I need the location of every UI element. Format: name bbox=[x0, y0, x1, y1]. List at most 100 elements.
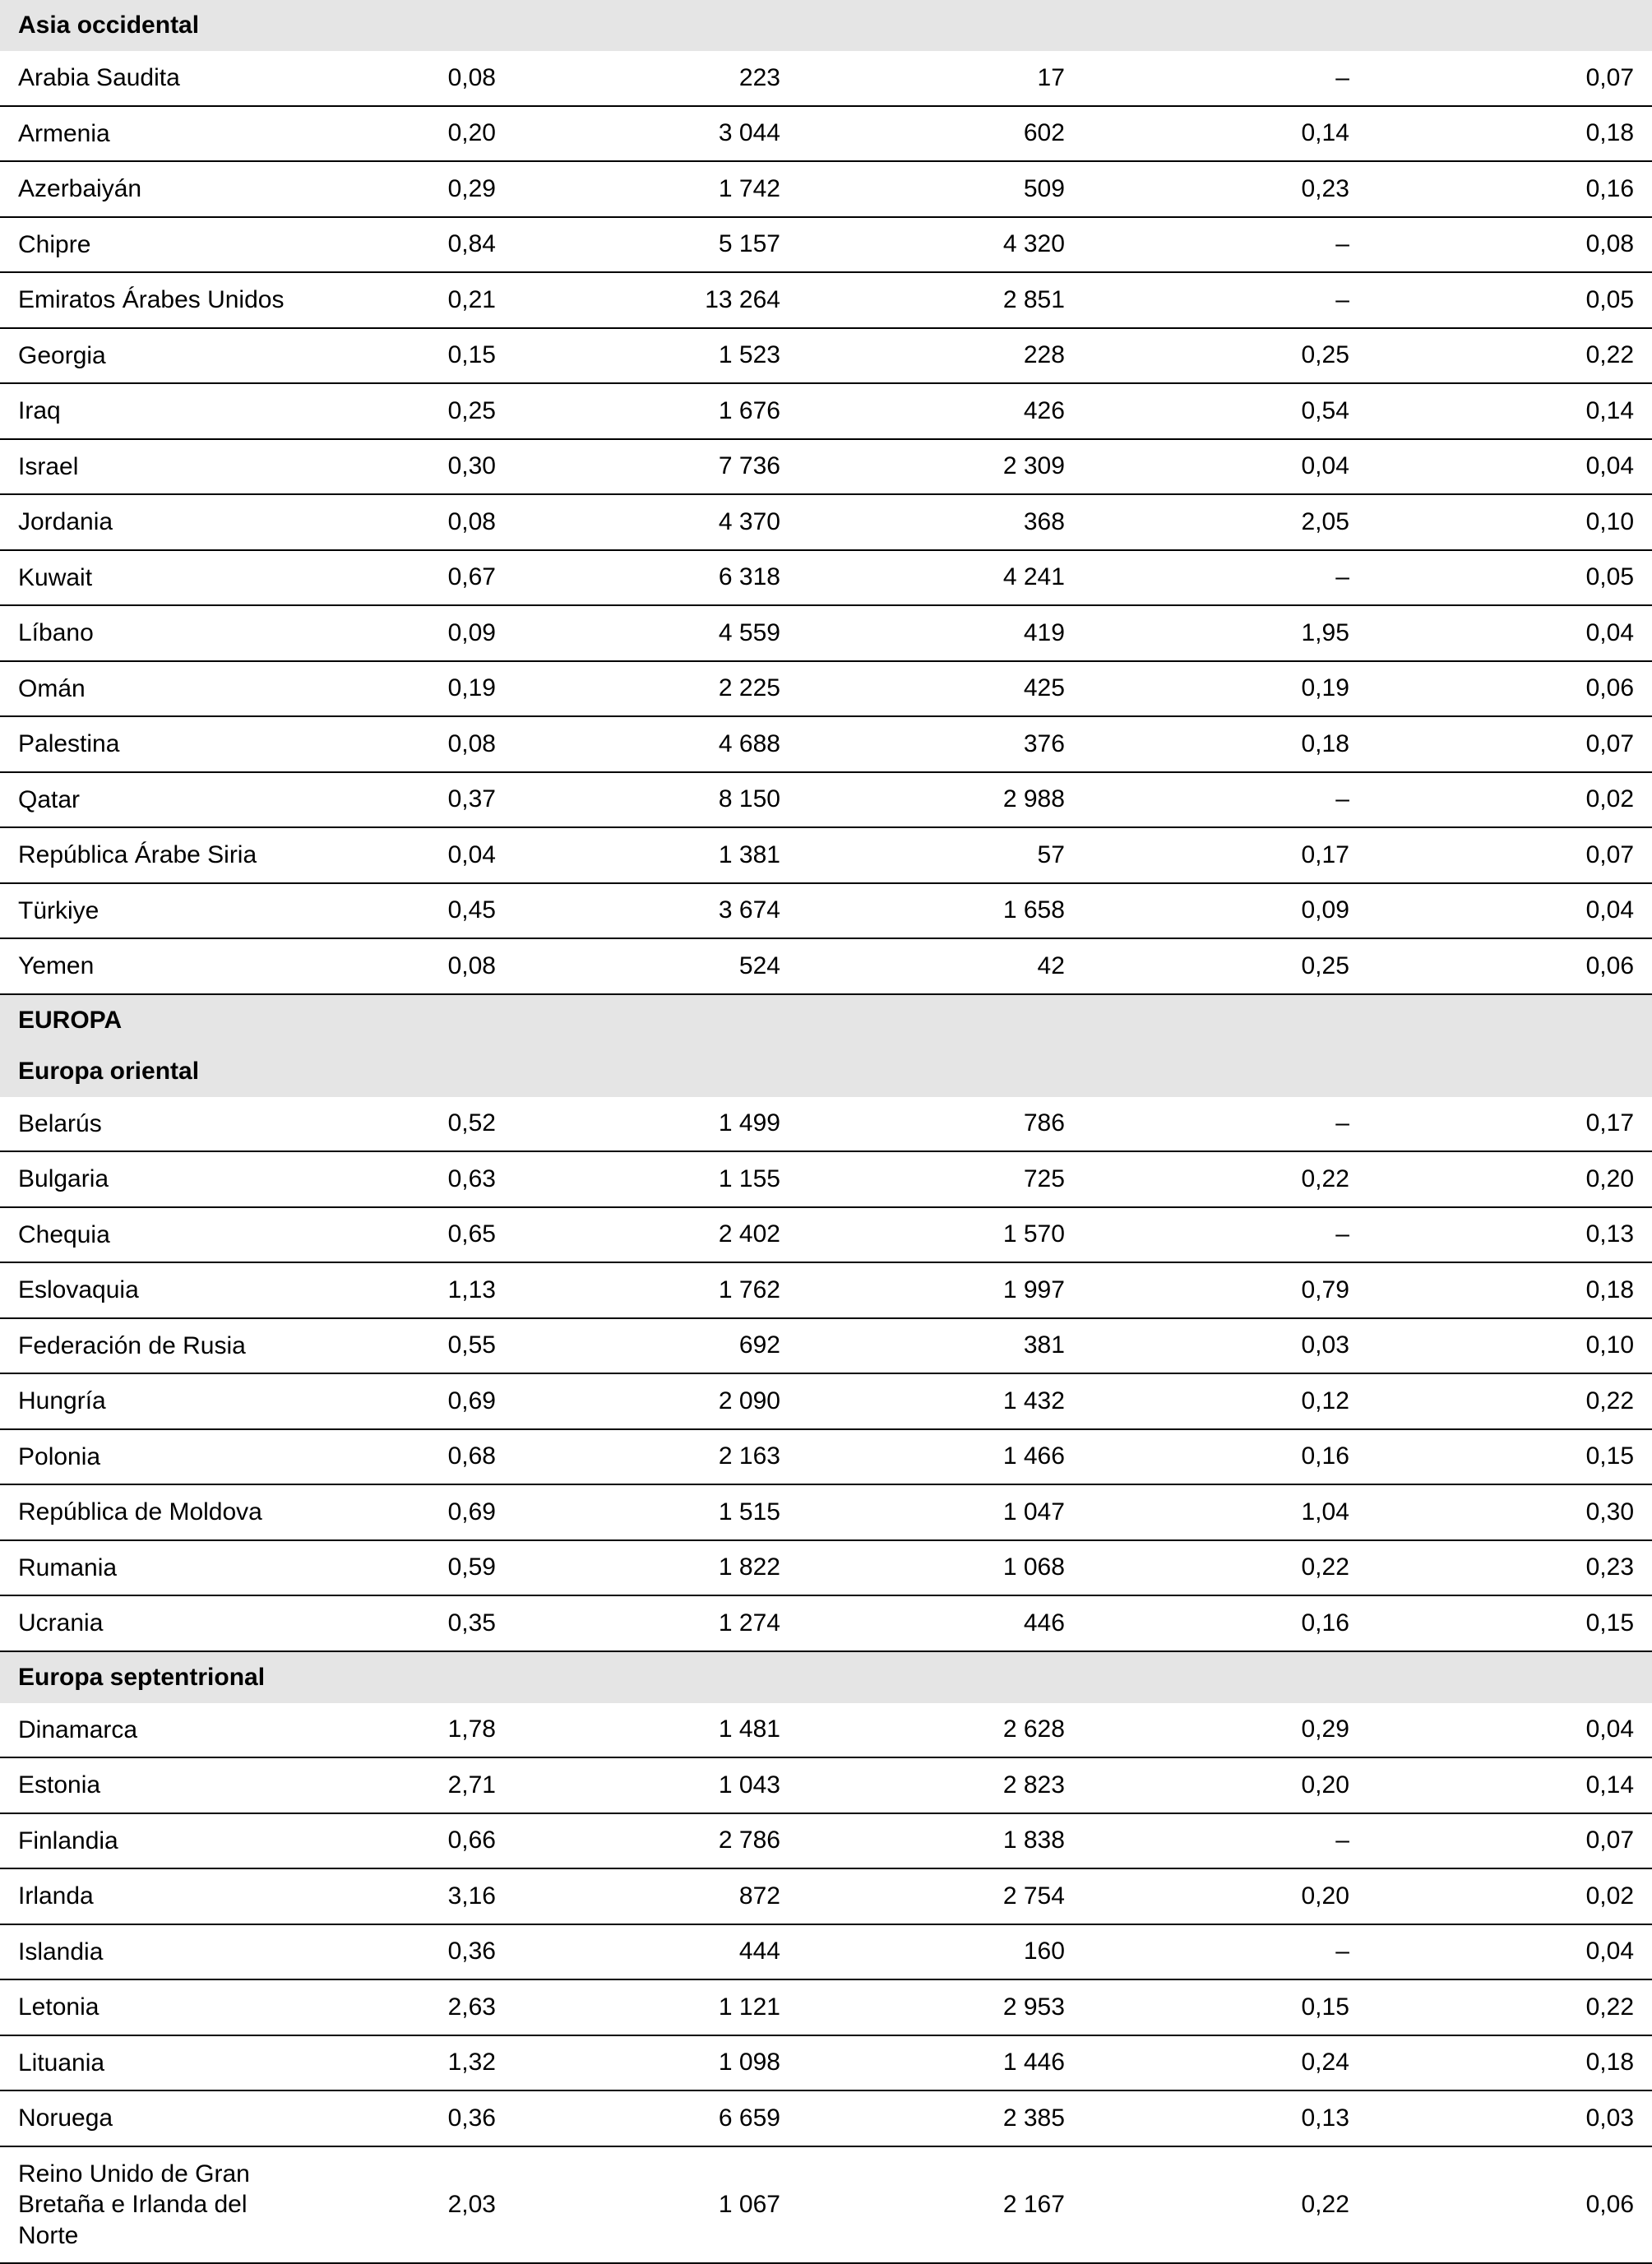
cell-value: 0,04 bbox=[1367, 1703, 1652, 1758]
cell-value: – bbox=[1083, 1924, 1367, 1980]
table-row: Belarús0,521 499786–0,17 bbox=[0, 1097, 1652, 1152]
cell-value: – bbox=[1083, 1813, 1367, 1869]
cell-value: 1 446 bbox=[798, 2035, 1083, 2091]
cell-value: 1 274 bbox=[514, 1595, 798, 1651]
table-row: Irlanda3,168722 7540,200,02 bbox=[0, 1868, 1652, 1924]
row-label: Dinamarca bbox=[0, 1703, 331, 1758]
cell-value: 0,37 bbox=[331, 772, 514, 828]
row-label: Emiratos Árabes Unidos bbox=[0, 272, 331, 328]
cell-value: 0,25 bbox=[1083, 938, 1367, 994]
table-row: Dinamarca1,781 4812 6280,290,04 bbox=[0, 1703, 1652, 1758]
cell-value: 872 bbox=[514, 1868, 798, 1924]
cell-value: 0,10 bbox=[1367, 1318, 1652, 1374]
table-row: Ucrania0,351 2744460,160,15 bbox=[0, 1595, 1652, 1651]
cell-value: 2 167 bbox=[798, 2146, 1083, 2264]
cell-value: 0,18 bbox=[1367, 2035, 1652, 2091]
table-row: Islandia0,36444160–0,04 bbox=[0, 1924, 1652, 1980]
cell-value: 0,13 bbox=[1083, 2090, 1367, 2146]
table-row: Líbano0,094 5594191,950,04 bbox=[0, 605, 1652, 661]
row-label: Belarús bbox=[0, 1097, 331, 1152]
cell-value: 0,22 bbox=[1083, 2146, 1367, 2264]
cell-value: 0,06 bbox=[1367, 938, 1652, 994]
cell-value: – bbox=[1083, 272, 1367, 328]
cell-value: 1 068 bbox=[798, 1540, 1083, 1596]
cell-value: 0,24 bbox=[1083, 2035, 1367, 2091]
cell-value: 2,03 bbox=[331, 2146, 514, 2264]
cell-value: 692 bbox=[514, 1318, 798, 1374]
cell-value: 2 225 bbox=[514, 661, 798, 717]
cell-value: 2 988 bbox=[798, 772, 1083, 828]
cell-value: 2,05 bbox=[1083, 494, 1367, 550]
cell-value: 1,32 bbox=[331, 2035, 514, 2091]
section-title: EUROPA bbox=[0, 994, 1652, 1046]
row-label: Islandia bbox=[0, 1924, 331, 1980]
cell-value: 42 bbox=[798, 938, 1083, 994]
cell-value: 1 822 bbox=[514, 1540, 798, 1596]
cell-value: 0,66 bbox=[331, 1813, 514, 1869]
table-row: Lituania1,321 0981 4460,240,18 bbox=[0, 2035, 1652, 2091]
cell-value: 381 bbox=[798, 1318, 1083, 1374]
cell-value: 1 997 bbox=[798, 1262, 1083, 1318]
cell-value: 425 bbox=[798, 661, 1083, 717]
cell-value: 0,22 bbox=[1367, 328, 1652, 384]
cell-value: 368 bbox=[798, 494, 1083, 550]
table-row: Yemen0,08524420,250,06 bbox=[0, 938, 1652, 994]
row-label: Polonia bbox=[0, 1429, 331, 1485]
cell-value: 0,14 bbox=[1083, 106, 1367, 162]
cell-value: 0,67 bbox=[331, 550, 514, 606]
cell-value: 1 047 bbox=[798, 1484, 1083, 1540]
cell-value: 2 628 bbox=[798, 1703, 1083, 1758]
cell-value: 0,06 bbox=[1367, 661, 1652, 717]
cell-value: 0,07 bbox=[1367, 51, 1652, 106]
table-row: Qatar0,378 1502 988–0,02 bbox=[0, 772, 1652, 828]
cell-value: 2 090 bbox=[514, 1373, 798, 1429]
row-label: República de Moldova bbox=[0, 1484, 331, 1540]
row-label: República Árabe Siria bbox=[0, 827, 331, 883]
table-row: Estonia2,711 0432 8230,200,14 bbox=[0, 1757, 1652, 1813]
cell-value: 0,20 bbox=[1083, 1868, 1367, 1924]
row-label: Chequia bbox=[0, 1207, 331, 1263]
cell-value: 0,35 bbox=[331, 1595, 514, 1651]
section-header: Europa septentrional bbox=[0, 1651, 1652, 1703]
cell-value: 2 163 bbox=[514, 1429, 798, 1485]
cell-value: – bbox=[1083, 550, 1367, 606]
cell-value: 2 385 bbox=[798, 2090, 1083, 2146]
cell-value: 0,10 bbox=[1367, 494, 1652, 550]
data-table-container: Asia occidentalArabia Saudita0,0822317–0… bbox=[0, 0, 1652, 2264]
cell-value: 419 bbox=[798, 605, 1083, 661]
cell-value: 602 bbox=[798, 106, 1083, 162]
cell-value: 0,14 bbox=[1367, 1757, 1652, 1813]
cell-value: 3 044 bbox=[514, 106, 798, 162]
cell-value: 17 bbox=[798, 51, 1083, 106]
cell-value: 0,68 bbox=[331, 1429, 514, 1485]
cell-value: 7 736 bbox=[514, 439, 798, 495]
cell-value: 0,45 bbox=[331, 883, 514, 939]
row-label: Qatar bbox=[0, 772, 331, 828]
table-row: Chequia0,652 4021 570–0,13 bbox=[0, 1207, 1652, 1263]
cell-value: 0,06 bbox=[1367, 2146, 1652, 2264]
cell-value: 2,71 bbox=[331, 1757, 514, 1813]
cell-value: 0,21 bbox=[331, 272, 514, 328]
cell-value: 0,09 bbox=[331, 605, 514, 661]
cell-value: 0,18 bbox=[1367, 1262, 1652, 1318]
cell-value: 4 320 bbox=[798, 217, 1083, 273]
row-label: Bulgaria bbox=[0, 1151, 331, 1207]
cell-value: 0,22 bbox=[1367, 1979, 1652, 2035]
table-row: República Árabe Siria0,041 381570,170,07 bbox=[0, 827, 1652, 883]
row-label: Yemen bbox=[0, 938, 331, 994]
cell-value: 1 499 bbox=[514, 1097, 798, 1152]
cell-value: 0,04 bbox=[1367, 439, 1652, 495]
cell-value: 2,63 bbox=[331, 1979, 514, 2035]
cell-value: 0,07 bbox=[1367, 716, 1652, 772]
cell-value: 0,25 bbox=[1083, 328, 1367, 384]
cell-value: – bbox=[1083, 217, 1367, 273]
table-row: Kuwait0,676 3184 241–0,05 bbox=[0, 550, 1652, 606]
row-label: Israel bbox=[0, 439, 331, 495]
cell-value: 6 318 bbox=[514, 550, 798, 606]
cell-value: 1 381 bbox=[514, 827, 798, 883]
table-row: Iraq0,251 6764260,540,14 bbox=[0, 383, 1652, 439]
cell-value: 1 570 bbox=[798, 1207, 1083, 1263]
cell-value: 0,04 bbox=[1083, 439, 1367, 495]
cell-value: 13 264 bbox=[514, 272, 798, 328]
cell-value: 0,04 bbox=[1367, 883, 1652, 939]
